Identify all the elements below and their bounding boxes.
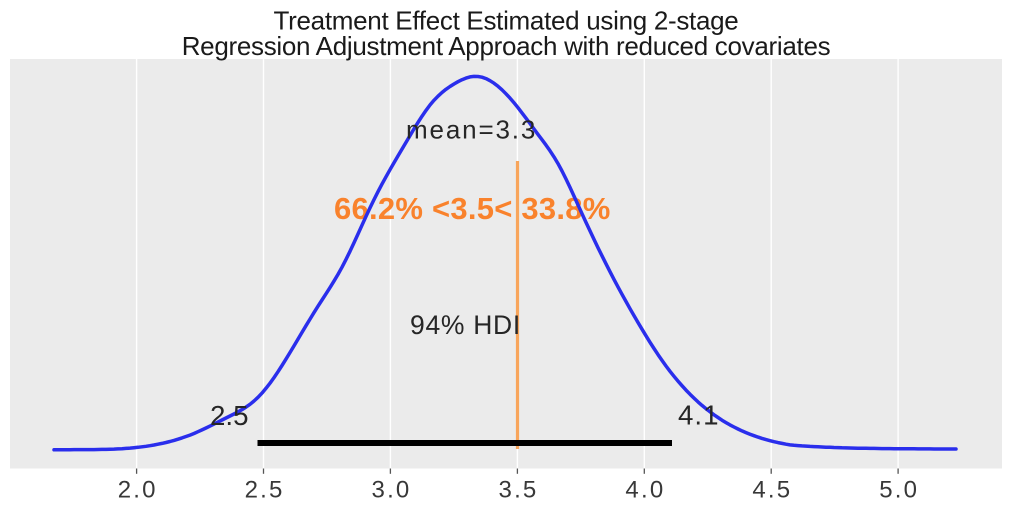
svg-text:3.5: 3.5 — [499, 476, 539, 503]
svg-text:Regression Adjustment Approach: Regression Adjustment Approach with redu… — [182, 31, 831, 61]
svg-text:66.2% <3.5< 33.8%: 66.2% <3.5< 33.8% — [334, 191, 611, 226]
svg-text:mean=3.3: mean=3.3 — [406, 114, 537, 144]
svg-text:Treatment Effect Estimated usi: Treatment Effect Estimated using 2-stage — [274, 5, 739, 35]
svg-text:5.0: 5.0 — [879, 476, 919, 503]
svg-text:2.5: 2.5 — [210, 400, 249, 431]
svg-text:94% HDI: 94% HDI — [410, 310, 521, 340]
svg-text:4.1: 4.1 — [678, 400, 720, 431]
svg-text:2.0: 2.0 — [118, 476, 158, 503]
svg-text:2.5: 2.5 — [245, 476, 285, 503]
svg-text:4.5: 4.5 — [752, 476, 792, 503]
svg-text:4.0: 4.0 — [625, 476, 665, 503]
svg-text:3.0: 3.0 — [372, 476, 412, 503]
